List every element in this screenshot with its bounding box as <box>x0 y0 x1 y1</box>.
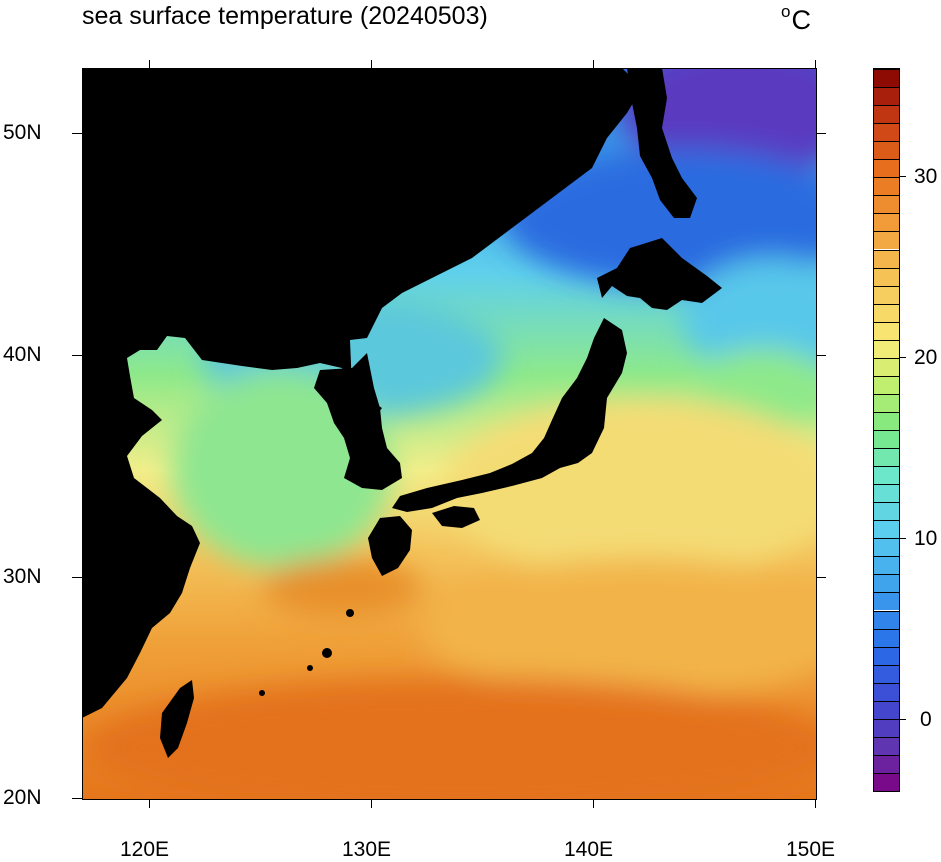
colorbar-segment <box>874 736 899 755</box>
colorbar-segment <box>874 375 899 394</box>
x-label-150e: 150E <box>786 838 836 861</box>
colorbar-segment <box>874 321 899 340</box>
colorbar-segment <box>874 303 899 322</box>
x-tick-top <box>815 60 816 68</box>
honshu-island <box>392 318 627 512</box>
colorbar-segment <box>874 159 899 178</box>
colorbar-segment <box>874 700 899 719</box>
hokkaido-island <box>597 238 722 310</box>
ryukyu-islet <box>346 609 354 617</box>
x-tick-top <box>149 60 150 68</box>
colorbar-segment <box>874 213 899 232</box>
x-tick-top <box>371 60 372 68</box>
colorbar-tick <box>900 176 906 177</box>
ryukyu-islet <box>307 665 313 671</box>
colorbar-tick <box>900 357 906 358</box>
colorbar-segment <box>874 664 899 683</box>
y-tick <box>72 577 82 578</box>
colorbar-segment <box>874 249 899 268</box>
colorbar-segment <box>874 141 899 160</box>
ryukyu-islet <box>322 648 332 658</box>
y-tick <box>72 355 82 356</box>
colorbar-segment <box>874 195 899 214</box>
colorbar-segment <box>874 357 899 376</box>
colorbar-label-0: 0 <box>920 708 932 731</box>
shikoku-island <box>432 506 480 528</box>
y-label-30n: 30N <box>3 565 42 588</box>
colorbar-segment <box>874 574 899 593</box>
asia-mainland <box>82 68 642 718</box>
colorbar-segment <box>874 718 899 737</box>
land <box>82 68 722 758</box>
taiwan-island <box>160 680 194 758</box>
colorbar-segment <box>874 754 899 773</box>
map-title: sea surface temperature (20240503) <box>82 2 488 30</box>
colorbar-segment <box>874 538 899 557</box>
kyushu-island <box>368 516 412 576</box>
colorbar-segment <box>874 772 899 791</box>
x-label-140e: 140E <box>564 838 614 861</box>
colorbar-segment <box>874 502 899 521</box>
y-label-20n: 20N <box>3 786 42 809</box>
colorbar-segment <box>874 448 899 467</box>
y-tick-right <box>816 577 826 578</box>
unit-label: oC <box>781 2 811 36</box>
celsius-letter: C <box>791 5 811 35</box>
x-tick <box>149 799 150 808</box>
y-tick-right <box>816 133 826 134</box>
colorbar-label-30: 30 <box>914 165 938 188</box>
colorbar-segment <box>874 411 899 430</box>
y-tick <box>72 133 82 134</box>
colorbar-segment <box>874 592 899 611</box>
colorbar-segment <box>874 520 899 539</box>
colorbar-segment <box>874 393 899 412</box>
colorbar <box>873 68 900 792</box>
x-tick <box>371 799 372 808</box>
colorbar-segment <box>874 69 899 88</box>
x-tick <box>815 799 816 808</box>
colorbar-segment <box>874 339 899 358</box>
ryukyu-islet <box>259 690 265 696</box>
colorbar-label-20: 20 <box>914 346 938 369</box>
degree-symbol: o <box>781 2 791 21</box>
colorbar-segment <box>874 177 899 196</box>
y-tick <box>72 798 82 799</box>
y-label-50n: 50N <box>3 121 42 144</box>
x-label-120e: 120E <box>120 838 170 861</box>
colorbar-label-10: 10 <box>914 527 938 550</box>
colorbar-segment <box>874 105 899 124</box>
colorbar-segment <box>874 430 899 449</box>
colorbar-segment <box>874 610 899 629</box>
colorbar-segment <box>874 682 899 701</box>
korean-peninsula <box>314 353 402 490</box>
sst-map-svg <box>82 68 816 799</box>
x-tick-top <box>593 60 594 68</box>
colorbar-segment <box>874 123 899 142</box>
colorbar-segment <box>874 231 899 250</box>
colorbar-segment <box>874 646 899 665</box>
colorbar-segment <box>874 628 899 647</box>
sst-map <box>82 68 816 799</box>
colorbar-tick <box>900 538 906 539</box>
colorbar-segment <box>874 285 899 304</box>
colorbar-segment <box>874 466 899 485</box>
colorbar-segment <box>874 87 899 106</box>
colorbar-tick <box>900 719 906 720</box>
x-tick <box>593 799 594 808</box>
sakhalin-island <box>627 68 697 218</box>
colorbar-segment <box>874 267 899 286</box>
colorbar-segment <box>874 556 899 575</box>
x-label-130e: 130E <box>342 838 392 861</box>
y-label-40n: 40N <box>3 343 42 366</box>
y-tick-right <box>816 355 826 356</box>
colorbar-segment <box>874 484 899 503</box>
